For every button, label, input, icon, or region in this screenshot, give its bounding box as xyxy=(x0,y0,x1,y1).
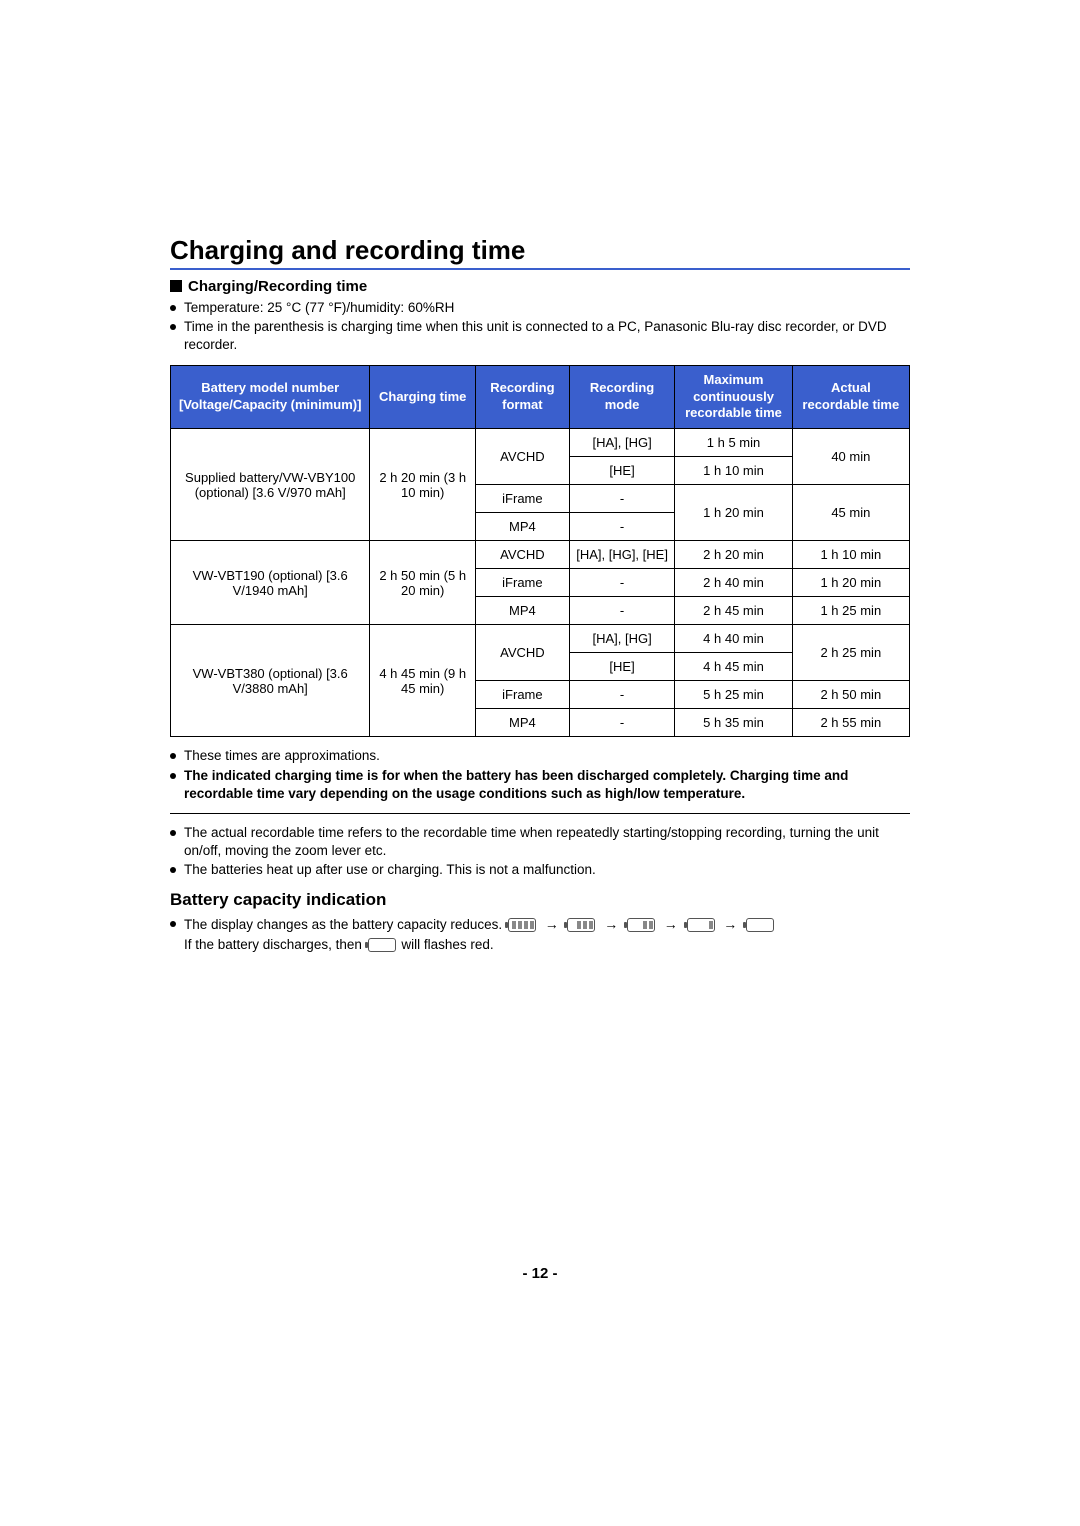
cell-format: AVCHD xyxy=(475,541,569,569)
battery-1bar-icon xyxy=(687,918,715,932)
cell-battery: VW-VBT380 (optional) [3.6 V/3880 mAh] xyxy=(171,625,370,737)
cell-battery: VW-VBT190 (optional) [3.6 V/1940 mAh] xyxy=(171,541,370,625)
cell-max: 1 h 20 min xyxy=(675,485,792,541)
cell-format: iFrame xyxy=(475,485,569,513)
cell-mode: - xyxy=(569,709,675,737)
battery-empty-red-icon xyxy=(368,938,396,952)
divider xyxy=(170,813,910,814)
bullet-item: The batteries heat up after use or charg… xyxy=(170,861,910,879)
th-format: Recording format xyxy=(475,365,569,429)
th-battery: Battery model number [Voltage/Capacity (… xyxy=(171,365,370,429)
battery-text-prefix: The display changes as the battery capac… xyxy=(184,917,506,932)
cell-mode: - xyxy=(569,485,675,513)
cell-max: 4 h 40 min xyxy=(675,625,792,653)
cell-mode: [HE] xyxy=(569,457,675,485)
cell-mode: - xyxy=(569,569,675,597)
bullet-item: Time in the parenthesis is charging time… xyxy=(170,318,910,354)
arrow-icon: → xyxy=(723,916,737,932)
cell-battery: Supplied battery/VW-VBY100 (optional) [3… xyxy=(171,429,370,541)
cell-max: 4 h 45 min xyxy=(675,653,792,681)
intro-bullets: Temperature: 25 °C (77 °F)/humidity: 60%… xyxy=(170,299,910,355)
cell-actual: 45 min xyxy=(792,485,909,541)
cell-charging: 2 h 50 min (5 h 20 min) xyxy=(370,541,476,625)
cell-format: AVCHD xyxy=(475,429,569,485)
cell-charging: 4 h 45 min (9 h 45 min) xyxy=(370,625,476,737)
battery-text-line2b: will flashes red. xyxy=(401,937,493,952)
page-title: Charging and recording time xyxy=(170,235,910,266)
cell-max: 2 h 45 min xyxy=(675,597,792,625)
cell-actual: 1 h 20 min xyxy=(792,569,909,597)
cell-max: 5 h 25 min xyxy=(675,681,792,709)
cell-actual: 1 h 25 min xyxy=(792,597,909,625)
cell-format: iFrame xyxy=(475,681,569,709)
title-underline xyxy=(170,268,910,270)
battery-capacity-heading: Battery capacity indication xyxy=(170,890,910,910)
battery-empty-icon xyxy=(746,918,774,932)
cell-actual: 2 h 25 min xyxy=(792,625,909,681)
charging-table: Battery model number [Voltage/Capacity (… xyxy=(170,365,910,738)
cell-max: 5 h 35 min xyxy=(675,709,792,737)
arrow-icon: → xyxy=(664,916,678,932)
cell-max: 1 h 10 min xyxy=(675,457,792,485)
cell-charging: 2 h 20 min (3 h 10 min) xyxy=(370,429,476,541)
bullet-item: The actual recordable time refers to the… xyxy=(170,824,910,860)
cell-mode: [HA], [HG], [HE] xyxy=(569,541,675,569)
cell-mode: [HA], [HG] xyxy=(569,429,675,457)
notes-after-hr: The actual recordable time refers to the… xyxy=(170,824,910,880)
square-marker-icon xyxy=(170,280,182,292)
cell-format: MP4 xyxy=(475,513,569,541)
battery-capacity-line: The display changes as the battery capac… xyxy=(170,914,910,956)
th-actual: Actual recordable time xyxy=(792,365,909,429)
cell-max: 1 h 5 min xyxy=(675,429,792,457)
bullet-item: These times are approximations. xyxy=(170,747,910,765)
cell-max: 2 h 40 min xyxy=(675,569,792,597)
cell-actual: 1 h 10 min xyxy=(792,541,909,569)
section-heading-text: Charging/Recording time xyxy=(188,278,367,295)
cell-format: MP4 xyxy=(475,709,569,737)
cell-format: AVCHD xyxy=(475,625,569,681)
cell-format: MP4 xyxy=(475,597,569,625)
arrow-icon: → xyxy=(604,916,618,932)
section-heading-charging: Charging/Recording time xyxy=(170,278,910,295)
notes-after-table: These times are approximations. The indi… xyxy=(170,747,910,803)
th-max: Maximum continuously recordable time xyxy=(675,365,792,429)
cell-mode: [HE] xyxy=(569,653,675,681)
page-number: - 12 - xyxy=(170,1265,910,1282)
cell-actual: 2 h 55 min xyxy=(792,709,909,737)
cell-actual: 2 h 50 min xyxy=(792,681,909,709)
bullet-item: The indicated charging time is for when … xyxy=(170,767,910,803)
th-charging: Charging time xyxy=(370,365,476,429)
cell-actual: 40 min xyxy=(792,429,909,485)
cell-max: 2 h 20 min xyxy=(675,541,792,569)
cell-mode: [HA], [HG] xyxy=(569,625,675,653)
battery-full-icon xyxy=(508,918,536,932)
battery-text-line2a: If the battery discharges, then xyxy=(184,937,366,952)
battery-2bar-icon xyxy=(627,918,655,932)
cell-mode: - xyxy=(569,597,675,625)
cell-format: iFrame xyxy=(475,569,569,597)
bullet-item: Temperature: 25 °C (77 °F)/humidity: 60%… xyxy=(170,299,910,317)
cell-mode: - xyxy=(569,513,675,541)
cell-mode: - xyxy=(569,681,675,709)
th-mode: Recording mode xyxy=(569,365,675,429)
battery-3bar-icon xyxy=(567,918,595,932)
arrow-icon: → xyxy=(545,916,559,932)
